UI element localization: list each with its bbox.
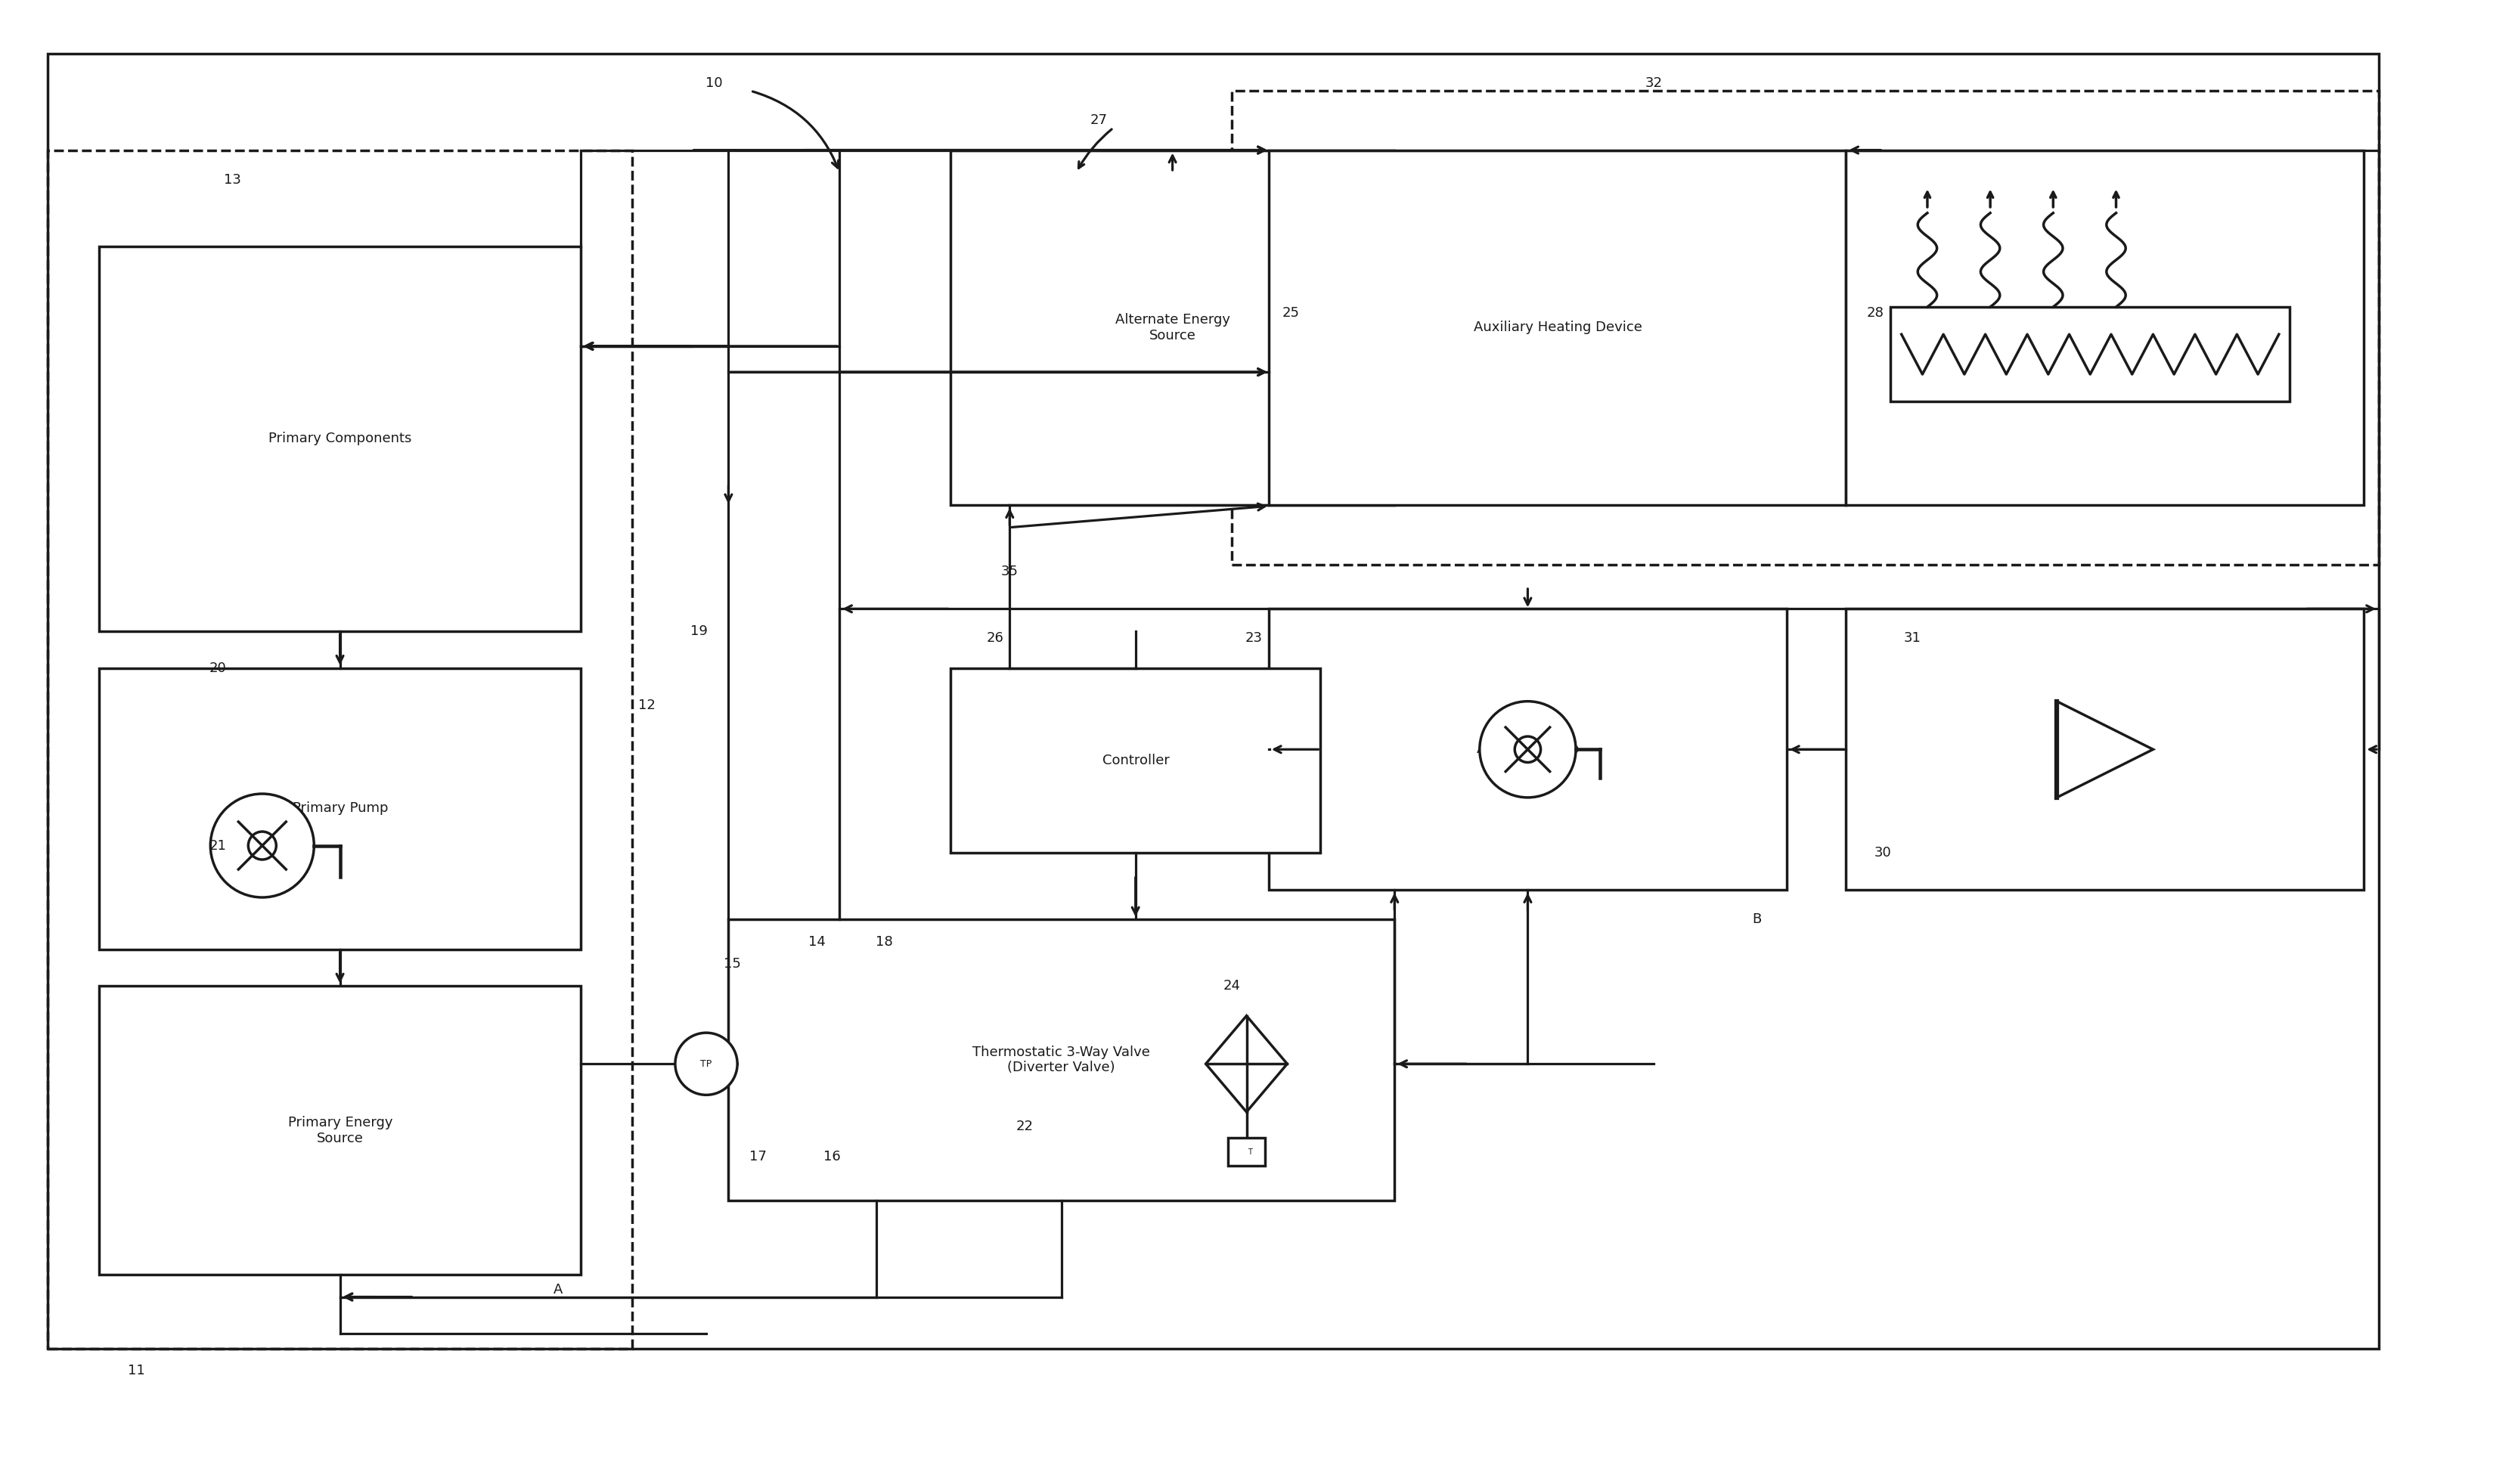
Text: Controller: Controller [1102, 754, 1169, 767]
Text: 21: 21 [209, 838, 227, 852]
Bar [728, 920, 1394, 1201]
Text: 32: 32 [1645, 77, 1663, 91]
Text: Primary Components: Primary Components [269, 432, 411, 445]
Text: 12: 12 [638, 697, 656, 712]
Circle shape [209, 794, 314, 898]
Text: 11: 11 [127, 1364, 145, 1377]
Bar [1845, 608, 2363, 890]
Text: A: A [553, 1282, 563, 1297]
Text: T: T [1249, 1149, 1251, 1156]
Bar [1232, 91, 2378, 564]
Text: 25: 25 [1281, 306, 1299, 319]
Bar [100, 668, 581, 950]
Circle shape [676, 1033, 738, 1095]
Text: B: B [1753, 913, 1763, 926]
Text: Cabin Heat Exchanger: Cabin Heat Exchanger [2029, 321, 2181, 334]
Text: 23: 23 [1244, 632, 1261, 646]
Text: 20: 20 [209, 662, 227, 675]
Bar [1269, 150, 1845, 505]
Text: 24: 24 [1224, 979, 1242, 993]
Text: 22: 22 [1015, 1120, 1032, 1134]
Text: 16: 16 [823, 1150, 840, 1163]
Polygon shape [2057, 702, 2154, 797]
Text: 19: 19 [691, 625, 708, 638]
Text: Primary Energy
Source: Primary Energy Source [289, 1116, 394, 1146]
Text: 30: 30 [1875, 846, 1892, 859]
Circle shape [1516, 736, 1541, 763]
Text: Thermostatic 3-Way Valve
(Diverter Valve): Thermostatic 3-Way Valve (Diverter Valve… [972, 1045, 1149, 1074]
Bar [1890, 307, 2291, 402]
Bar [950, 668, 1321, 853]
Circle shape [1481, 702, 1576, 797]
Text: 13: 13 [224, 172, 242, 187]
Text: 27: 27 [1089, 114, 1107, 128]
Text: 14: 14 [808, 935, 825, 948]
Text: Primary Pump: Primary Pump [292, 801, 389, 815]
Bar [950, 150, 1394, 505]
Text: Auxiliary Heating Device: Auxiliary Heating Device [1473, 321, 1643, 334]
Bar [47, 150, 633, 1349]
Text: 28: 28 [1867, 306, 1885, 319]
Text: Auxiliary Pump: Auxiliary Pump [1476, 742, 1581, 755]
Bar [100, 987, 581, 1275]
Bar [47, 53, 2378, 1349]
Text: 18: 18 [875, 935, 892, 948]
Bar [100, 246, 581, 631]
Bar [1269, 608, 1787, 890]
Circle shape [249, 831, 277, 859]
Text: Check Valve: Check Valve [2064, 742, 2146, 755]
Text: 10: 10 [706, 77, 723, 91]
Bar [1845, 150, 2363, 505]
Text: 31: 31 [1905, 632, 1922, 646]
Bar [1229, 1138, 1264, 1166]
Text: 15: 15 [723, 957, 740, 971]
Polygon shape [1207, 1015, 1286, 1112]
Text: 26: 26 [987, 632, 1005, 646]
Text: TP: TP [701, 1060, 713, 1068]
Text: 35: 35 [1002, 565, 1017, 579]
Text: 17: 17 [750, 1150, 768, 1163]
Text: Alternate Energy
Source: Alternate Energy Source [1114, 313, 1232, 343]
